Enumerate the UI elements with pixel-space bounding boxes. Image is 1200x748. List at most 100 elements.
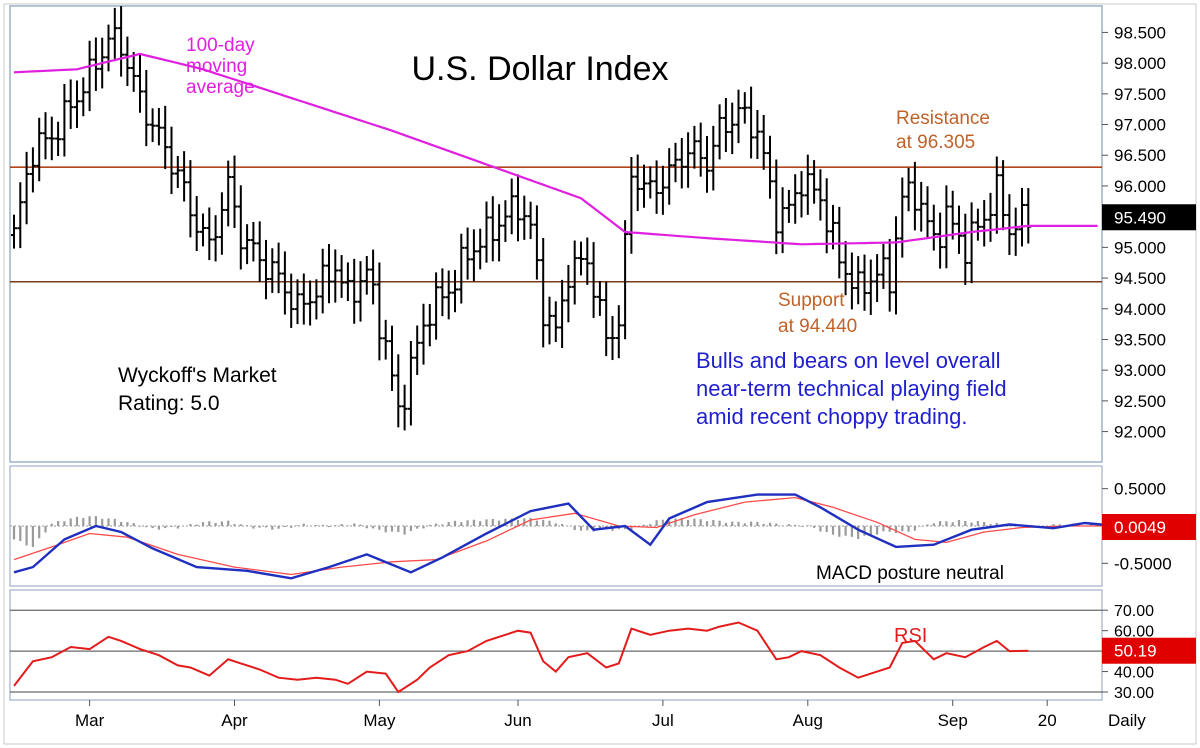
ohlc-bars bbox=[11, 6, 1032, 431]
ohlc-bar bbox=[722, 97, 729, 153]
ohlc-bar bbox=[848, 252, 855, 310]
ohlc-bar bbox=[212, 215, 219, 262]
price-y-tick-label: 96.000 bbox=[1114, 177, 1166, 196]
ohlc-bar bbox=[867, 259, 874, 315]
ohlc-bar bbox=[42, 112, 49, 160]
x-axis: Daily Mar Apr May Jun Jul Aug Sep 20 bbox=[75, 700, 1146, 730]
ohlc-bar bbox=[968, 202, 975, 284]
ohlc-bar bbox=[647, 166, 654, 199]
ohlc-bar bbox=[767, 135, 773, 199]
ohlc-bar bbox=[111, 7, 118, 59]
resistance-label: Resistance at 96.305 bbox=[896, 108, 990, 153]
ohlc-bar bbox=[389, 325, 395, 391]
ohlc-bar bbox=[483, 201, 490, 263]
ohlc-bar bbox=[36, 117, 43, 182]
ohlc-bar bbox=[578, 241, 584, 276]
support-label: Support at 94.440 bbox=[778, 290, 857, 337]
ohlc-bar bbox=[489, 196, 496, 262]
ohlc-bar bbox=[263, 239, 269, 300]
price-y-tick-label: 98.500 bbox=[1114, 23, 1166, 42]
ohlc-bar bbox=[552, 301, 559, 342]
ohlc-bar bbox=[1000, 160, 1007, 231]
ohlc-bar bbox=[1019, 187, 1025, 247]
ohlc-bar bbox=[200, 213, 206, 247]
ohlc-bar bbox=[710, 125, 717, 191]
ohlc-bar bbox=[546, 296, 553, 345]
ohlc-bar bbox=[149, 108, 156, 143]
price-panel-border bbox=[9, 5, 1103, 463]
ohlc-bar bbox=[130, 52, 137, 92]
ohlc-bar bbox=[974, 208, 981, 241]
ohlc-bar bbox=[754, 110, 761, 159]
ohlc-bar bbox=[344, 262, 351, 302]
ohlc-bar bbox=[143, 70, 150, 147]
price-y-tick-label: 92.000 bbox=[1114, 423, 1166, 442]
ohlc-bar bbox=[74, 80, 80, 128]
ohlc-bar bbox=[962, 213, 969, 285]
ohlc-bar bbox=[559, 279, 566, 349]
ohlc-bar bbox=[307, 280, 314, 326]
ohlc-bar bbox=[792, 174, 799, 224]
ohlc-bar bbox=[275, 242, 282, 294]
ohlc-bar bbox=[225, 160, 232, 227]
rsi-panel: 70.00 60.00 40.00 30.00 50.19 RSI bbox=[9, 589, 1196, 702]
ohlc-bar bbox=[269, 248, 276, 293]
ohlc-bar bbox=[760, 114, 767, 170]
x-tick-label: Jul bbox=[652, 711, 674, 730]
ohlc-bar bbox=[439, 268, 446, 317]
ohlc-bar bbox=[653, 160, 660, 214]
ohlc-bar bbox=[414, 325, 421, 376]
ohlc-bar bbox=[603, 281, 610, 357]
last-price-flag-bg bbox=[1102, 204, 1196, 231]
ohlc-bar bbox=[886, 238, 893, 312]
macd-annotation: MACD posture neutral bbox=[816, 563, 1004, 584]
ohlc-bar bbox=[956, 205, 962, 254]
ohlc-bar bbox=[237, 185, 244, 270]
chart-title: U.S. Dollar Index bbox=[412, 50, 669, 88]
ohlc-bar bbox=[464, 227, 471, 280]
rsi-guide-lines bbox=[10, 609, 1102, 693]
ohlc-bar bbox=[80, 77, 87, 117]
ohlc-bar bbox=[376, 262, 383, 361]
ohlc-bar bbox=[533, 205, 540, 280]
ohlc-bar bbox=[137, 54, 143, 113]
ohlc-bar bbox=[911, 161, 918, 231]
ohlc-bar bbox=[659, 165, 666, 215]
ohlc-bar bbox=[168, 126, 175, 195]
ohlc-bar bbox=[420, 303, 427, 365]
ohlc-bar bbox=[370, 249, 377, 305]
ohlc-bar bbox=[540, 238, 547, 348]
ohlc-bar bbox=[565, 264, 572, 323]
ohlc-bar bbox=[452, 269, 458, 313]
moving-average-line bbox=[13, 52, 1098, 246]
ohlc-bar bbox=[433, 272, 440, 340]
ohlc-bar bbox=[905, 167, 912, 212]
price-y-tick-label: 94.000 bbox=[1114, 300, 1166, 319]
ohlc-bar bbox=[55, 121, 62, 157]
ohlc-bar bbox=[672, 142, 679, 183]
ohlc-bar bbox=[401, 384, 408, 431]
ohlc-bar bbox=[29, 147, 36, 193]
ohlc-bar bbox=[615, 305, 622, 359]
ohlc-bar bbox=[691, 125, 698, 169]
macd-y-axis: 0.5000 -0.5000 bbox=[1102, 480, 1172, 573]
ohlc-bar bbox=[823, 178, 830, 254]
macd-value-label: 0.0049 bbox=[1114, 518, 1166, 537]
ohlc-bar bbox=[326, 243, 332, 304]
ohlc-bar bbox=[61, 83, 68, 157]
ohlc-bar bbox=[319, 248, 326, 314]
ma-label: 100-day moving average bbox=[186, 35, 255, 98]
ohlc-bar bbox=[842, 241, 849, 296]
ohlc-bar bbox=[527, 201, 534, 240]
rsi-y-tick-label: 60.00 bbox=[1114, 624, 1154, 641]
rsi-value-flag-bg bbox=[1102, 637, 1196, 664]
ohlc-bar bbox=[206, 207, 213, 261]
x-tick-label: 20 bbox=[1038, 711, 1057, 730]
ohlc-bar bbox=[395, 354, 402, 428]
ohlc-bar bbox=[17, 182, 24, 249]
ohlc-bar bbox=[105, 24, 112, 72]
ohlc-bar bbox=[741, 92, 748, 124]
price-y-tick-label: 97.500 bbox=[1114, 85, 1166, 104]
ohlc-bar bbox=[458, 233, 465, 304]
price-y-tick-label: 92.500 bbox=[1114, 392, 1166, 411]
